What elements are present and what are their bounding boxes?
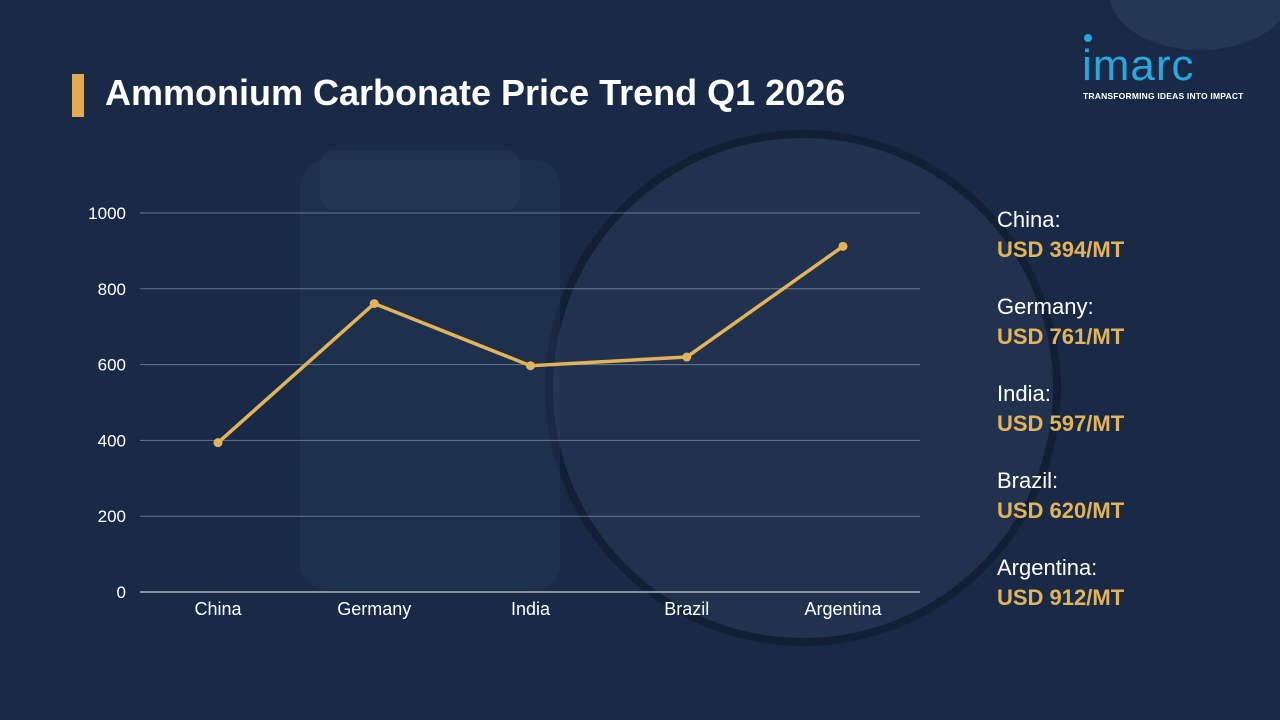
price-point [838, 241, 848, 251]
price-item-value: USD 620/MT [997, 498, 1125, 523]
price-item-value: USD 761/MT [997, 324, 1125, 349]
price-item-argentina: Argentina: USD 912/MT [997, 554, 1257, 641]
price-series [213, 241, 848, 448]
price-item-brazil: Brazil: USD 620/MT [997, 467, 1257, 554]
grid-lines [140, 212, 920, 593]
price-item-country: Argentina: [997, 555, 1098, 580]
price-item-india: India: USD 597/MT [997, 380, 1257, 467]
y-tick-label: 1000 [88, 204, 126, 223]
x-axis-labels: China Germany India Brazil Argentina [194, 599, 882, 619]
background-bottle [300, 160, 560, 590]
x-tick-label: China [194, 599, 242, 619]
y-tick-label: 600 [98, 356, 126, 375]
price-item-value: USD 912/MT [997, 585, 1125, 610]
price-item-country: China: [997, 207, 1061, 232]
price-item-country: Germany: [997, 294, 1094, 319]
price-item-value: USD 394/MT [997, 237, 1125, 262]
title-accent-bar [72, 74, 84, 117]
logo-tagline: TRANSFORMING IDEAS INTO IMPACT [1083, 91, 1244, 101]
y-axis-labels: 0 200 400 600 800 1000 [88, 204, 126, 602]
imarc-logo: imarc TRANSFORMING IDEAS INTO IMPACT [1082, 30, 1248, 102]
price-item-china: China: USD 394/MT [997, 206, 1257, 293]
y-tick-label: 0 [117, 583, 126, 602]
price-point [369, 299, 379, 309]
y-tick-label: 800 [98, 280, 126, 299]
x-tick-label: Brazil [664, 599, 709, 619]
y-tick-label: 400 [98, 431, 126, 450]
page-title: Ammonium Carbonate Price Trend Q1 2026 [105, 72, 846, 113]
price-item-country: Brazil: [997, 468, 1059, 493]
price-list: China: USD 394/MT Germany: USD 761/MT In… [997, 206, 1257, 641]
logo-wordmark: imarc [1082, 41, 1195, 90]
price-point [526, 361, 535, 371]
x-tick-label: Germany [337, 599, 411, 619]
price-item-country: India: [997, 381, 1051, 406]
x-tick-label: Argentina [804, 599, 882, 619]
background-petri-dish [545, 130, 1061, 646]
x-tick-label: India [511, 599, 551, 619]
price-point [682, 352, 692, 362]
price-item-germany: Germany: USD 761/MT [997, 293, 1257, 380]
background-bottle-cap [320, 150, 520, 210]
price-point [213, 438, 223, 448]
logo-dot [1084, 34, 1092, 42]
y-tick-label: 200 [98, 507, 126, 526]
price-item-value: USD 597/MT [997, 411, 1125, 436]
price-line [216, 244, 845, 444]
